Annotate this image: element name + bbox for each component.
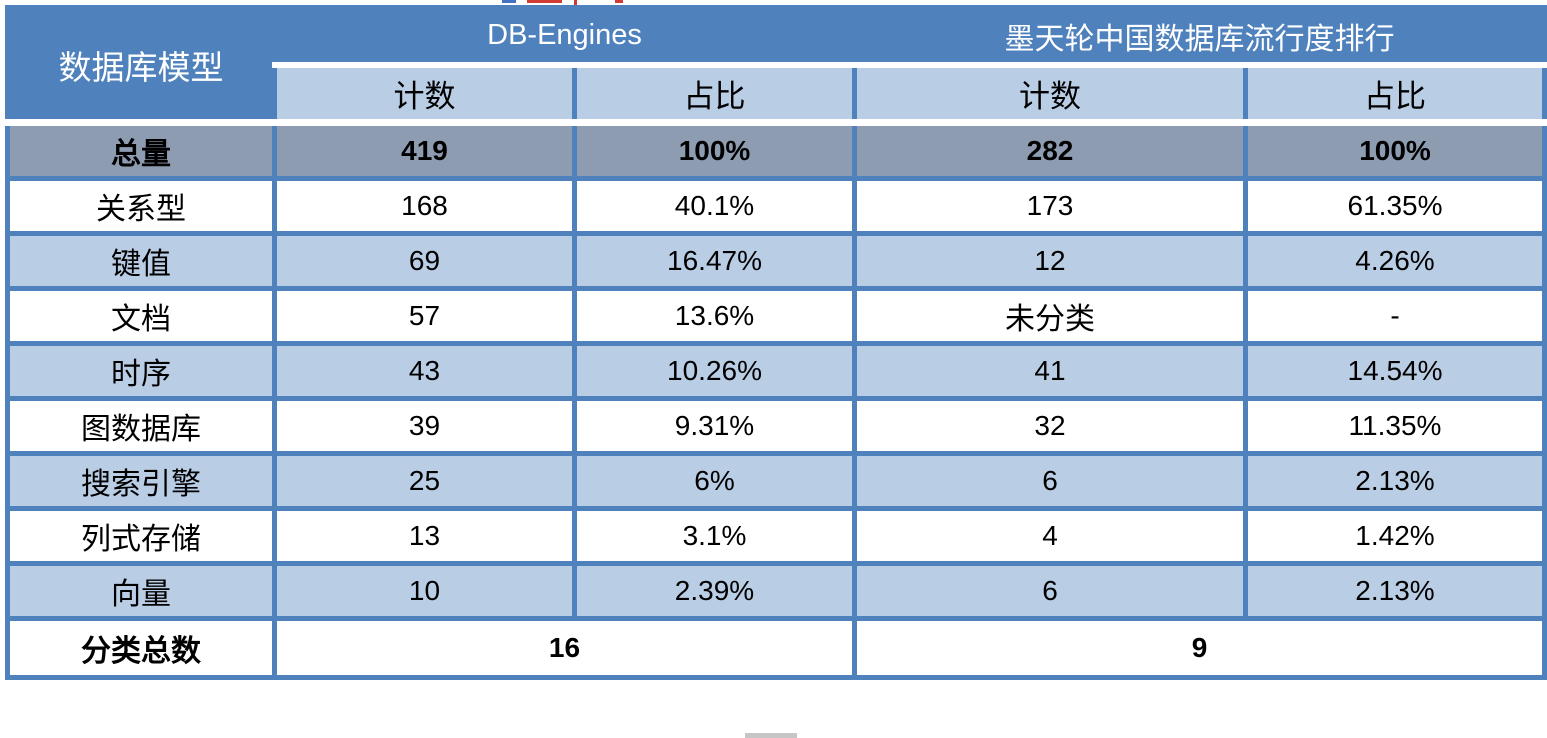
cell-dbengines-count: 69 bbox=[272, 231, 577, 291]
subheader-dbengines-count: 计数 bbox=[272, 61, 577, 125]
cell-dbengines-share: 40.1% bbox=[572, 176, 857, 236]
cell-modb-count: 6 bbox=[852, 561, 1248, 621]
row-label: 时序 bbox=[5, 341, 277, 401]
cell-dbengines-share: 6% bbox=[572, 451, 857, 511]
row-label-total: 总量 bbox=[5, 119, 277, 181]
cell-dbengines-count: 57 bbox=[272, 286, 577, 346]
cell-modb-share: 2.13% bbox=[1243, 451, 1547, 511]
total-dbengines-count: 419 bbox=[272, 119, 577, 181]
cell-dbengines-share: 16.47% bbox=[572, 231, 857, 291]
table-row-search-engine: 搜索引擎 25 6% 6 2.13% bbox=[5, 451, 1547, 511]
top-crop-artifact-blue bbox=[502, 0, 516, 3]
row-label: 图数据库 bbox=[5, 396, 277, 456]
cell-modb-share: 4.26% bbox=[1243, 231, 1547, 291]
cell-modb-share: 61.35% bbox=[1243, 176, 1547, 236]
cell-dbengines-count: 43 bbox=[272, 341, 577, 401]
row-label: 搜索引擎 bbox=[5, 451, 277, 511]
top-crop-artifact-red-2 bbox=[574, 0, 577, 6]
row-label: 文档 bbox=[5, 286, 277, 346]
total-row: 总量 419 100% 282 100% bbox=[5, 119, 1547, 181]
cell-dbengines-count: 39 bbox=[272, 396, 577, 456]
database-model-comparison-table: 数据库模型 DB-Engines 墨天轮中国数据库流行度排行 计数 占比 计数 … bbox=[5, 5, 1547, 680]
table-row-column-store: 列式存储 13 3.1% 4 1.42% bbox=[5, 506, 1547, 566]
subheader-modb-share: 占比 bbox=[1243, 61, 1547, 125]
cell-dbengines-count: 168 bbox=[272, 176, 577, 236]
table-row-graph: 图数据库 39 9.31% 32 11.35% bbox=[5, 396, 1547, 456]
table-row-vector: 向量 10 2.39% 6 2.13% bbox=[5, 561, 1547, 621]
cell-modb-count: 173 bbox=[852, 176, 1248, 236]
top-crop-artifact-red-1 bbox=[527, 0, 562, 3]
table-row-relational: 关系型 168 40.1% 173 61.35% bbox=[5, 176, 1547, 236]
cell-modb-count: 未分类 bbox=[852, 286, 1248, 346]
cell-modb-count: 6 bbox=[852, 451, 1248, 511]
cell-modb-share: - bbox=[1243, 286, 1547, 346]
cell-modb-share: 2.13% bbox=[1243, 561, 1547, 621]
cell-modb-count: 4 bbox=[852, 506, 1248, 566]
cell-dbengines-count: 13 bbox=[272, 506, 577, 566]
subheader-modb-count: 计数 bbox=[852, 61, 1248, 125]
cell-modb-share: 14.54% bbox=[1243, 341, 1547, 401]
total-dbengines-share: 100% bbox=[572, 119, 857, 181]
row-label-category-count: 分类总数 bbox=[5, 616, 277, 680]
cell-modb-count: 12 bbox=[852, 231, 1248, 291]
table-row-time-series: 时序 43 10.26% 41 14.54% bbox=[5, 341, 1547, 401]
sub-header-row: 计数 占比 计数 占比 bbox=[8, 61, 1547, 125]
group-header-row: 数据库模型 DB-Engines 墨天轮中国数据库流行度排行 bbox=[5, 5, 1547, 126]
cell-modb-count: 32 bbox=[852, 396, 1248, 456]
row-label: 关系型 bbox=[5, 176, 277, 236]
category-count-modb: 9 bbox=[852, 616, 1547, 680]
category-count-dbengines: 16 bbox=[272, 616, 857, 680]
subheader-dbengines-share: 占比 bbox=[572, 61, 857, 125]
group-header-modb-ranking: 墨天轮中国数据库流行度排行 bbox=[852, 5, 1547, 67]
cell-dbengines-share: 13.6% bbox=[572, 286, 857, 346]
total-modb-count: 282 bbox=[852, 119, 1248, 181]
cell-dbengines-count: 10 bbox=[272, 561, 577, 621]
cell-dbengines-share: 10.26% bbox=[572, 341, 857, 401]
bottom-crop-artifact-gray bbox=[745, 733, 797, 738]
table-row-key-value: 键值 69 16.47% 12 4.26% bbox=[5, 231, 1547, 291]
row-label: 键值 bbox=[5, 231, 277, 291]
row-label: 向量 bbox=[5, 561, 277, 621]
row-label: 列式存储 bbox=[5, 506, 277, 566]
total-modb-share: 100% bbox=[1243, 119, 1547, 181]
cell-modb-share: 11.35% bbox=[1243, 396, 1547, 456]
cell-modb-share: 1.42% bbox=[1243, 506, 1547, 566]
cell-dbengines-share: 2.39% bbox=[572, 561, 857, 621]
cell-dbengines-share: 3.1% bbox=[572, 506, 857, 566]
top-crop-artifact-red-3 bbox=[615, 0, 623, 3]
group-header-db-engines: DB-Engines bbox=[272, 5, 857, 67]
cell-dbengines-count: 25 bbox=[272, 451, 577, 511]
table-row-document: 文档 57 13.6% 未分类 - bbox=[5, 286, 1547, 346]
corner-header-cell: 数据库模型 bbox=[5, 5, 277, 126]
cell-modb-count: 41 bbox=[852, 341, 1248, 401]
category-count-row: 分类总数 16 9 bbox=[5, 616, 1547, 680]
cell-dbengines-share: 9.31% bbox=[572, 396, 857, 456]
